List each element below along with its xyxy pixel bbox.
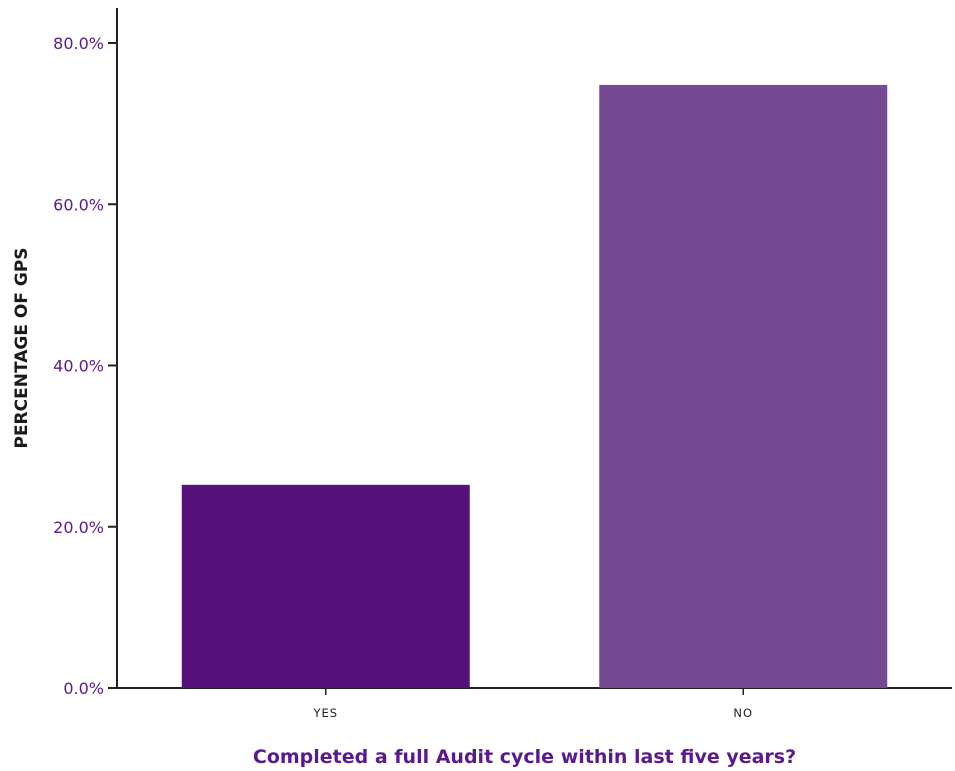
y-axis-title: PERCENTAGE OF GPS bbox=[12, 247, 32, 448]
x-tick-label: NO bbox=[733, 706, 753, 720]
y-tick-label: 40.0% bbox=[53, 357, 104, 376]
y-tick-label: 20.0% bbox=[53, 518, 104, 537]
x-tick-label: YES bbox=[312, 706, 338, 720]
x-axis: YES NO bbox=[117, 687, 952, 720]
y-tick-label: 0.0% bbox=[63, 679, 104, 698]
bar-no bbox=[599, 84, 888, 689]
bars bbox=[181, 84, 888, 689]
y-tick-label: 60.0% bbox=[53, 195, 104, 214]
x-axis-title: Completed a full Audit cycle within last… bbox=[253, 746, 796, 768]
y-tick-label: 80.0% bbox=[53, 34, 104, 53]
y-axis: 0.0% 20.0% 40.0% 60.0% 80.0% bbox=[53, 8, 118, 698]
bar-yes bbox=[181, 484, 470, 688]
